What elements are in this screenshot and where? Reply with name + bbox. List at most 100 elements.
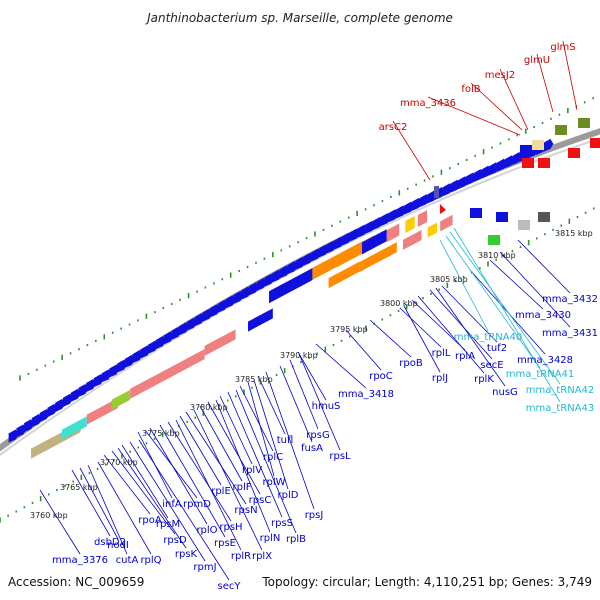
gene-arrow (341, 232, 352, 246)
gene-arrow (279, 265, 290, 279)
gene-block (403, 229, 422, 250)
leader-line (449, 231, 561, 385)
kbp-marker: 3765 kbp (60, 483, 98, 492)
gene-label: tufl (277, 435, 294, 446)
gene-label: rplC (263, 452, 283, 463)
gene-arrow (70, 388, 81, 402)
map-title: Janthinobacterium sp. Marseille, complet… (145, 11, 453, 25)
gene-arrow (357, 224, 368, 238)
gene-label: rpsD (163, 535, 187, 546)
gene-label: mma_tRNA40 (454, 332, 523, 343)
gene-arrow (148, 340, 159, 354)
gene-arrow (241, 286, 252, 300)
gene-arrow (163, 331, 174, 345)
leader-line (239, 385, 274, 452)
gene-label: rplX (252, 551, 272, 562)
leader-line (199, 405, 243, 482)
gene-label: rpsN (234, 505, 257, 516)
gene-label: mma_3418 (338, 389, 394, 400)
gene-arrow (334, 236, 345, 250)
leader-line (235, 389, 297, 534)
gene-arrow (31, 414, 42, 428)
gene-label: rplK (474, 374, 494, 385)
leader-line (257, 375, 286, 435)
leader-line (129, 441, 206, 562)
gene-label: fusA (301, 443, 323, 454)
gene-label: nusG (492, 387, 518, 398)
kbp-marker: 3810 kbp (478, 251, 516, 260)
gene-arrow (55, 398, 66, 412)
gene-arrow (310, 248, 321, 262)
gene-label: rpsS (271, 518, 293, 529)
backbone-ring-outer (0, 128, 600, 452)
leader-line (179, 415, 222, 486)
gene-arrow (465, 172, 476, 186)
gene-arrow (47, 403, 58, 417)
gene-arrow (124, 354, 135, 368)
gene-block (111, 389, 131, 410)
leader-line (411, 299, 466, 351)
gene-arrow (186, 317, 197, 331)
gene-arrow (388, 209, 399, 223)
gene-block (62, 416, 87, 440)
leader-line (399, 307, 442, 348)
gene-label: hmuS (312, 401, 341, 412)
gene-arrow (248, 282, 259, 296)
gene-block (359, 242, 397, 272)
gene-block (496, 212, 508, 222)
leader-line (159, 424, 226, 538)
gene-arrow (403, 201, 414, 215)
gene-block (417, 210, 428, 228)
leader-line (71, 469, 111, 537)
gene-block (568, 148, 580, 158)
gene-label: rplN (260, 533, 281, 544)
gene-arrow (264, 273, 275, 287)
leader-line (265, 371, 315, 510)
gene-arrow (155, 336, 166, 350)
leader-line (111, 450, 176, 535)
gene-label: secY (218, 581, 242, 592)
gene-block (470, 208, 482, 218)
leader-line (499, 251, 571, 328)
gene-block (386, 223, 400, 243)
leader-line (207, 401, 261, 495)
leader-line (227, 391, 283, 518)
gene-label: rpsH (219, 522, 242, 533)
gene-label: infA (162, 499, 182, 510)
leader-line (392, 120, 431, 181)
genome-summary-text: Topology: circular; Length: 4,110,251 bp… (261, 575, 592, 589)
gene-label: rpsE (214, 538, 236, 549)
genome-backbone (0, 128, 600, 457)
gene-label: folB (461, 84, 480, 95)
leader-line (87, 464, 128, 555)
leader-line (453, 227, 561, 403)
leader-line (345, 329, 382, 371)
kbp-marker: 3785 kbp (235, 375, 273, 384)
leader-line (193, 409, 263, 551)
gene-label: mma_3376 (52, 555, 108, 566)
gene-block (328, 261, 360, 289)
gene-label: rplQ (140, 555, 161, 566)
gene-label: arsC2 (379, 122, 408, 133)
accession-text: Accession: NC_009659 (8, 575, 144, 589)
kbp-marker: 3790 kbp (280, 351, 318, 360)
gene-arrow (458, 176, 469, 190)
gene-label: cutA (116, 555, 139, 566)
gene-label: rplO (196, 525, 217, 536)
leader-line (315, 343, 367, 389)
leader-line (445, 235, 541, 369)
leader-line (435, 287, 506, 387)
gene-arrow (295, 256, 306, 270)
leader-line (562, 40, 578, 111)
gene-label: mma_3432 (542, 294, 598, 305)
gene-arrow (419, 194, 430, 208)
leader-line (369, 319, 412, 358)
forward-strand-genes (8, 138, 554, 443)
leader-line (429, 289, 493, 360)
gene-label: mma_tRNA43 (526, 403, 595, 414)
gene-arrow (202, 308, 213, 322)
gene-label: rpoB (399, 358, 423, 369)
gene-arrow (442, 183, 453, 197)
gene-label: mma_tRNA42 (526, 385, 595, 396)
